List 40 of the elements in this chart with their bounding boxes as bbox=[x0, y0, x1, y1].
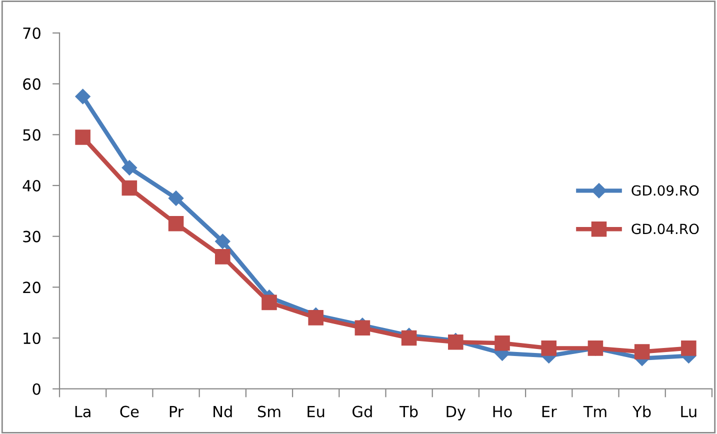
point bbox=[214, 249, 230, 264]
point bbox=[354, 320, 370, 336]
point bbox=[262, 294, 277, 310]
point bbox=[494, 335, 510, 351]
y-tick-label: 70 bbox=[23, 27, 40, 40]
legend-label: GD.09.RO bbox=[632, 185, 699, 196]
y-tick-label: 0 bbox=[32, 383, 40, 395]
x-tick-label: Dy bbox=[446, 406, 466, 420]
point bbox=[122, 160, 137, 176]
x-tick-label: Gd bbox=[352, 406, 372, 418]
x-tick-label: Yb bbox=[632, 406, 651, 418]
x-tick-label: Tb bbox=[399, 406, 418, 418]
x-tick-label: Lu bbox=[681, 406, 696, 418]
y-tick-label: 30 bbox=[23, 230, 40, 242]
point bbox=[75, 130, 90, 145]
point bbox=[75, 88, 90, 104]
y-tick-label: 50 bbox=[23, 129, 40, 141]
point bbox=[168, 216, 184, 232]
x-tick-label: Ho bbox=[493, 406, 512, 418]
x-tick-label: Eu bbox=[308, 406, 324, 418]
y-tick-label: 60 bbox=[23, 78, 40, 90]
x-tick-label: Ce bbox=[120, 406, 139, 418]
x-tick-label: Pr bbox=[170, 406, 184, 418]
point bbox=[401, 330, 417, 346]
point bbox=[681, 340, 696, 356]
x-tick-label: La bbox=[75, 406, 90, 418]
point bbox=[168, 190, 184, 206]
y-tick-label: 10 bbox=[24, 332, 40, 344]
y-tick-label: 40 bbox=[22, 180, 40, 192]
point bbox=[122, 180, 138, 196]
x-tick-label: Tm bbox=[583, 406, 606, 418]
x-tick-label: Er bbox=[542, 406, 557, 418]
point bbox=[308, 310, 324, 326]
point bbox=[634, 344, 650, 360]
y-tick-label: 20 bbox=[23, 282, 40, 294]
x-tick-label: Nd bbox=[214, 406, 232, 418]
point bbox=[215, 234, 230, 249]
legend-label: GD.04.RO bbox=[632, 224, 699, 234]
x-tick-label: Sm bbox=[258, 406, 280, 418]
point bbox=[541, 340, 557, 356]
